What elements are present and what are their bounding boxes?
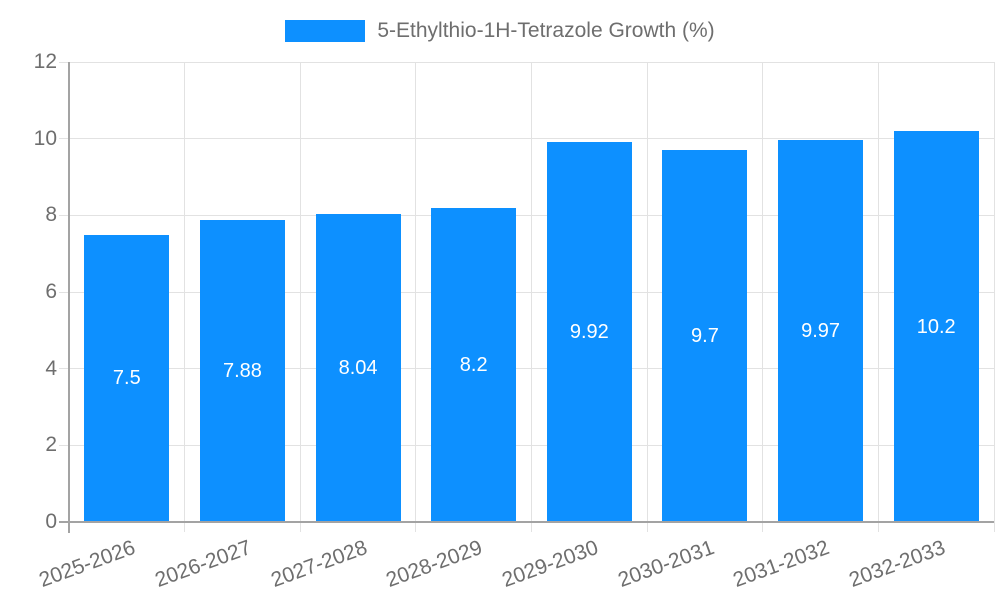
y-tick-label: 8 (45, 203, 57, 227)
bar[interactable] (199, 219, 285, 522)
x-tick-label: 2030-2031 (614, 536, 717, 592)
x-tick-label: 2029-2030 (498, 536, 602, 592)
bar-value-label: 8.2 (459, 353, 488, 376)
bar-value-label: 8.04 (338, 356, 378, 379)
legend-label: 5-Ethylthio-1H-Tetrazole Growth (%) (377, 19, 715, 42)
x-tick-label: 2026-2027 (152, 536, 255, 592)
bar-value-label: 9.92 (569, 320, 609, 343)
gridline-vertical (646, 62, 648, 522)
bar[interactable] (546, 141, 632, 522)
y-tick-label: 6 (45, 280, 57, 303)
bar-value-label: 7.88 (222, 359, 262, 382)
x-tick-label: 2031-2032 (730, 536, 833, 592)
y-axis-tick (59, 368, 69, 370)
x-tick-label: 2027-2028 (267, 536, 370, 592)
y-tick-label: 12 (33, 50, 57, 73)
y-axis-tick (59, 214, 69, 216)
gridline-vertical (877, 62, 879, 522)
x-tick-label: 2025-2026 (36, 536, 139, 592)
gridline-vertical (184, 62, 186, 522)
x-tick-label: 2032-2033 (845, 536, 949, 592)
bar[interactable] (84, 234, 170, 522)
bar-value-label: 7.5 (112, 367, 141, 390)
gridline-vertical (531, 62, 532, 522)
gridline-vertical (993, 62, 995, 522)
y-tick-label: 0 (45, 510, 57, 533)
x-axis-line (59, 521, 994, 523)
y-axis-tick (59, 444, 69, 446)
gridline-vertical (299, 62, 301, 522)
x-axis-tick (646, 522, 648, 532)
x-axis-tick (299, 522, 301, 532)
gridline-vertical (415, 62, 417, 522)
bar[interactable] (662, 150, 748, 522)
y-tick-label: 4 (45, 356, 57, 380)
bar[interactable] (431, 207, 517, 522)
bar-value-label: 9.97 (801, 319, 841, 342)
x-axis-tick (415, 522, 417, 532)
legend-item[interactable]: 5-Ethylthio-1H-Tetrazole Growth (%) (0, 18, 1000, 44)
y-axis-tick (59, 138, 69, 140)
bar-value-label: 9.7 (691, 325, 719, 348)
bar[interactable] (315, 213, 401, 522)
bar[interactable] (778, 139, 864, 522)
x-tick-label: 2028-2029 (383, 536, 486, 592)
y-tick-label: 2 (45, 433, 57, 457)
gridline-vertical (762, 62, 764, 522)
y-tick-label: 10 (33, 126, 57, 150)
x-axis-tick (877, 522, 879, 532)
y-axis-tick (59, 61, 69, 63)
y-axis-tick (59, 291, 69, 293)
x-axis-tick (762, 522, 764, 532)
y-axis-line (68, 62, 70, 533)
legend-swatch (285, 20, 366, 42)
bar[interactable] (893, 131, 979, 522)
x-axis-tick (531, 522, 532, 532)
x-axis-tick (993, 522, 995, 532)
x-axis-tick (184, 522, 186, 532)
bar-value-label: 10.2 (916, 315, 956, 338)
